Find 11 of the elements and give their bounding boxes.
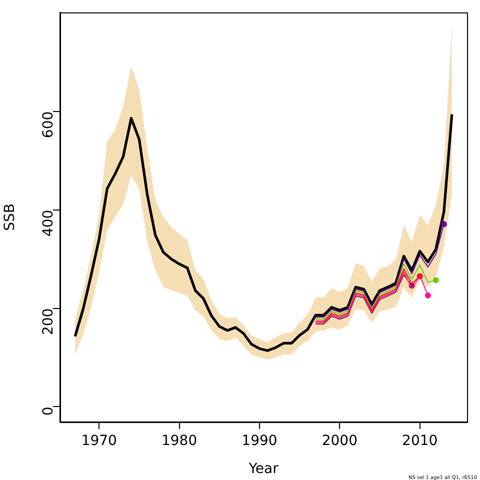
y-tick-label: 600	[40, 111, 57, 138]
x-tick-label: 2000	[322, 433, 358, 450]
x-tick-label: 1970	[81, 433, 117, 450]
y-axis-title: SSB	[2, 204, 18, 231]
x-tick-label: 1990	[242, 433, 278, 450]
x-axis-title: Year	[248, 461, 279, 478]
x-tick-label: 2010	[402, 433, 438, 450]
y-tick-label: 400	[40, 210, 57, 237]
y-tick-label: 0	[40, 406, 57, 416]
x-tick-label: 1980	[161, 433, 198, 450]
y-tick-label: 200	[40, 308, 57, 336]
